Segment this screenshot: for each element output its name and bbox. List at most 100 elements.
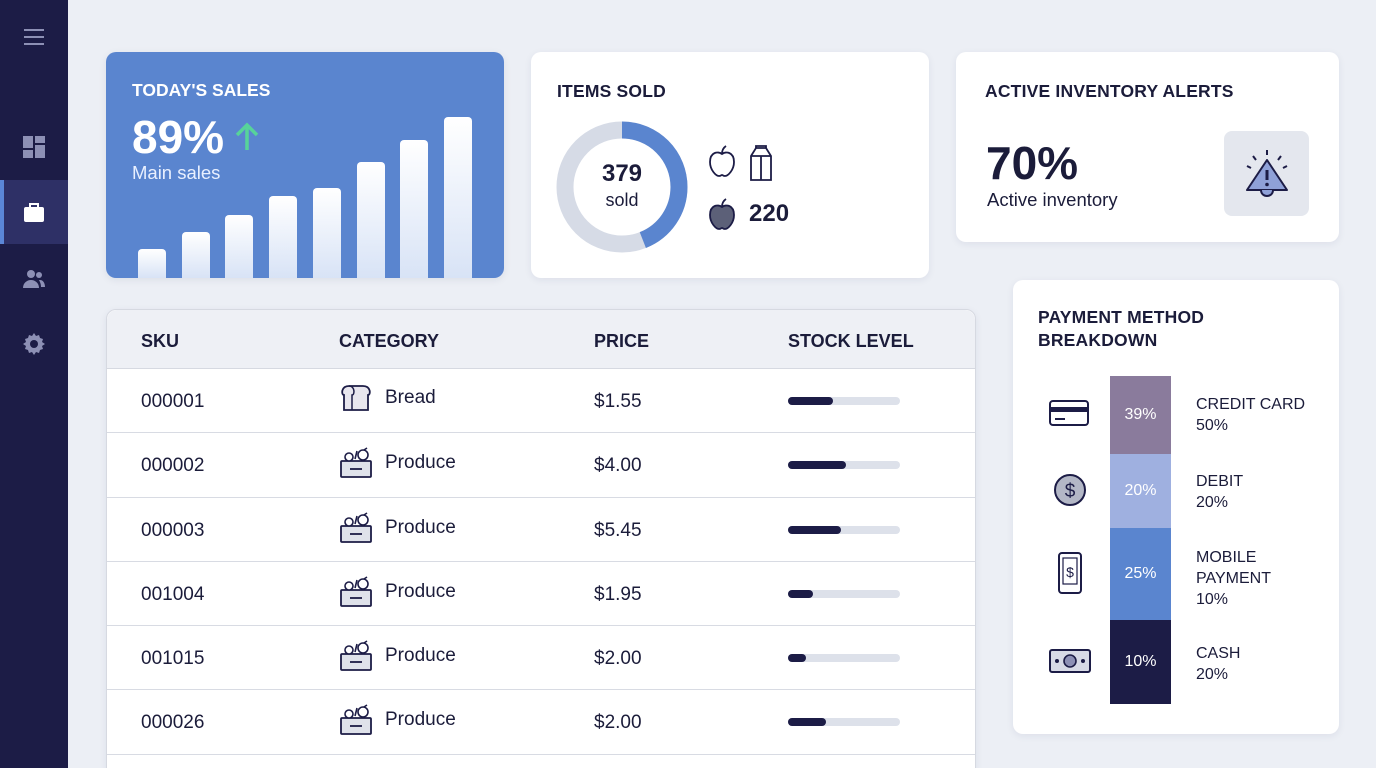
stock-level-fill [788, 718, 827, 727]
items-sold-card: ITEMS SOLD 379 sold 220 [531, 52, 929, 278]
cell-category: Produce [339, 447, 456, 479]
payment-legend-line: 20% [1196, 666, 1229, 683]
stock-level-fill [788, 525, 841, 534]
stock-level-bar [788, 718, 900, 727]
menu-icon [24, 29, 44, 45]
stock-level-bar [788, 525, 900, 534]
sales-value-text: 89% [132, 111, 225, 163]
payment-legend-line: 20% [1196, 494, 1229, 511]
produce-basket-icon [340, 576, 372, 607]
alert-bell-icon [1245, 149, 1288, 197]
payment-legend-label: CREDIT CARD 50% [1196, 394, 1305, 436]
alerts-button[interactable] [1224, 131, 1309, 216]
cell-price: $1.55 [594, 391, 642, 412]
cell-sku: 000003 [141, 519, 205, 541]
payment-legend-line: PAYMENT [1196, 570, 1271, 587]
sidebar-item-dashboard[interactable] [0, 115, 68, 179]
credit-card-icon [1049, 398, 1089, 433]
sidebar-item-sales[interactable] [0, 180, 68, 244]
table-row[interactable]: 001015 Produce $2.00 [107, 626, 975, 691]
sales-bar [312, 187, 341, 278]
header-sku[interactable]: SKU [141, 331, 180, 351]
cell-category: Produce [339, 640, 456, 672]
gear-icon [23, 333, 45, 355]
mobile-payment-icon: $ [1055, 552, 1085, 599]
stock-level-bar [788, 654, 900, 663]
items-sold-title: ITEMS SOLD [557, 81, 666, 101]
sidebar-item-settings[interactable] [0, 312, 68, 376]
payment-breakdown-card: PAYMENT METHOD BREAKDOWN 39% 20% 25% 10% CR… [1013, 280, 1339, 734]
inventory-alerts-card: ACTIVE INVENTORY ALERTS 70% Active inven… [956, 52, 1339, 242]
payment-legend-line: CREDIT CARD [1196, 396, 1306, 413]
header-price[interactable]: PRICE [594, 331, 650, 351]
payment-legend-line: 10% [1196, 591, 1229, 608]
payment-segment[interactable]: 10% [1110, 620, 1171, 704]
payment-legend-label: CASH 20% [1196, 643, 1240, 685]
category-label: Produce [385, 709, 456, 731]
sidebar-item-users[interactable] [0, 247, 68, 311]
payment-stacked-bar: 39% 20% 25% 10% [1110, 376, 1171, 704]
cell-price: $2.00 [594, 712, 642, 734]
items-sold-count: 379 [601, 160, 643, 187]
table-row[interactable]: 000001 Bread $1.55 [107, 369, 975, 434]
cell-sku: 000001 [141, 391, 205, 412]
todays-sales-card: TODAY'S SALES 89% Main sales [106, 52, 504, 278]
cell-category: Produce [339, 704, 456, 736]
sales-bar [225, 215, 254, 278]
svg-text:$: $ [1066, 564, 1074, 580]
dashboard-icon [23, 136, 45, 158]
cell-category: Produce [339, 576, 456, 608]
category-label: Produce [385, 580, 456, 602]
category-label: Produce [385, 645, 456, 667]
cell-sku: 001004 [141, 583, 205, 605]
sales-bar [400, 140, 429, 278]
items-sold-label: sold [605, 190, 639, 210]
produce-basket-icon [340, 640, 372, 672]
alerts-title: ACTIVE INVENTORY ALERTS [985, 81, 1234, 101]
produce-basket-icon [340, 511, 372, 543]
payment-legend-line: CASH [1196, 645, 1241, 662]
sales-bar [181, 232, 210, 278]
table-header: SKU CATEGORY PRICE STOCK LEVEL [107, 310, 975, 369]
sales-bar-chart [138, 108, 478, 278]
stock-level-bar [788, 461, 900, 470]
payment-legend-label: DEBIT 20% [1196, 471, 1243, 513]
table-body: 000001 Bread $1.55 000002 Produce $4.00 000003… [107, 369, 975, 755]
cell-category: Bread [339, 383, 436, 413]
cell-sku: 001015 [141, 648, 205, 670]
table-row[interactable]: 000026 Produce $2.00 [107, 690, 975, 755]
briefcase-icon [24, 203, 44, 222]
stock-level-bar [788, 397, 900, 405]
apple-icon [709, 198, 735, 230]
stock-level-bar [788, 589, 900, 598]
table-row[interactable]: 001004 Produce $1.95 [107, 561, 975, 627]
menu-button[interactable] [0, 5, 68, 69]
payment-segment[interactable]: 39% [1110, 376, 1171, 454]
cell-sku: 000026 [141, 712, 205, 734]
svg-text:$: $ [1065, 481, 1076, 502]
stock-level-fill [788, 589, 813, 598]
table-row[interactable]: 000002 Produce $4.00 [107, 433, 975, 498]
items-secondary: 220 [707, 197, 789, 231]
table-row[interactable]: 000003 Produce $5.45 [107, 497, 975, 562]
cell-price: $2.00 [594, 648, 642, 670]
arrow-up-icon [235, 122, 259, 150]
payment-segment[interactable]: 20% [1110, 454, 1171, 528]
apple-icon [709, 145, 735, 177]
milk-carton-icon [750, 145, 772, 181]
items-sold-donut [556, 121, 688, 253]
payment-segment[interactable]: 25% [1110, 528, 1171, 620]
category-label: Bread [385, 387, 436, 408]
produce-basket-icon [340, 447, 372, 479]
sales-value: 89% [132, 110, 260, 164]
donut-center: 379 sold [555, 160, 689, 211]
cash-icon [1049, 647, 1091, 680]
cell-price: $4.00 [594, 455, 642, 477]
produce-basket-icon [340, 704, 372, 736]
header-category[interactable]: CATEGORY [339, 331, 440, 351]
items-secondary-count: 220 [749, 200, 790, 227]
stock-level-fill [788, 461, 847, 470]
category-label: Produce [385, 452, 456, 474]
header-stock-level[interactable]: STOCK LEVEL [788, 331, 914, 351]
cell-sku: 000002 [141, 455, 205, 477]
